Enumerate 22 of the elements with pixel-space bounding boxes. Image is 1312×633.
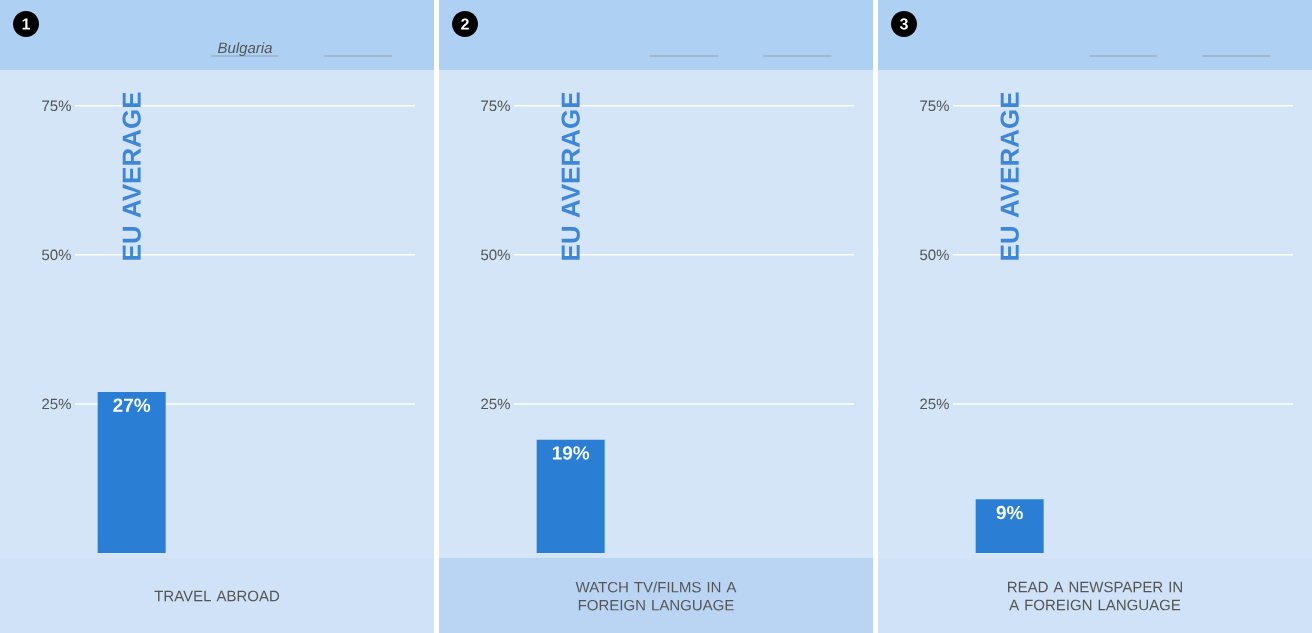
x-axis-title: TRAVEL ABROAD	[154, 590, 280, 602]
data-label: 19%	[552, 446, 590, 460]
x-tick-label: Bulgaria	[217, 42, 272, 57]
y-tick-label: 50%	[42, 249, 71, 261]
y-tick-label: 25%	[920, 398, 949, 410]
y-tick-label: 50%	[481, 249, 510, 261]
y-tick-label: 25%	[481, 398, 510, 410]
y-tick-label: 75%	[920, 100, 949, 112]
y-tick-label: 50%	[920, 249, 949, 261]
x-tick-label: EU AVERAGE	[122, 92, 141, 260]
x-tick-label: EU AVERAGE	[1000, 92, 1019, 260]
chart-title: 2	[461, 18, 469, 30]
y-tick-label: 75%	[481, 100, 510, 112]
x-axis-title: READ A NEWSPAPER IN A FOREIGN LANGUAGE	[1008, 581, 1182, 611]
y-tick-label: 25%	[42, 398, 71, 410]
chart-title: 1	[22, 18, 31, 30]
data-label: 27%	[113, 398, 151, 412]
chart-title: 3	[899, 18, 908, 30]
data-label: 9%	[996, 505, 1023, 520]
x-axis-title: WATCH TV/FILMS IN A FOREIGN LANGUAGE	[575, 581, 737, 611]
x-tick-label: EU AVERAGE	[561, 92, 580, 260]
y-tick-label: 75%	[42, 100, 71, 112]
